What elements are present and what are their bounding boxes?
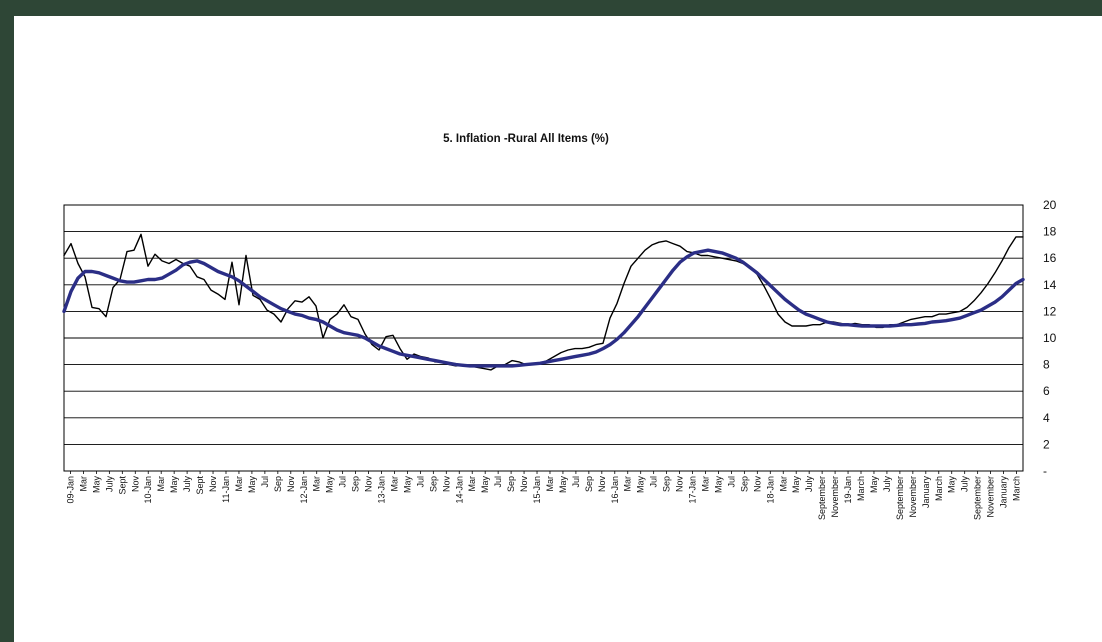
y-tick-label: 20 bbox=[1043, 198, 1057, 212]
x-tick-label: May bbox=[791, 476, 801, 494]
x-tick-label: Nov bbox=[130, 476, 140, 493]
series-line-2 bbox=[62, 248, 1025, 368]
x-tick-label: Mar bbox=[78, 476, 88, 492]
x-tick-label: May bbox=[402, 476, 412, 494]
x-tick-label: July bbox=[182, 476, 192, 493]
x-tick-label: 09-Jan bbox=[65, 476, 75, 504]
x-tick-label: Nov bbox=[752, 476, 762, 493]
y-tick-label: 6 bbox=[1043, 384, 1050, 398]
x-tick-label: September bbox=[895, 476, 905, 520]
y-axis: - 2 4 6 8 10 12 14 16 18 20 bbox=[1043, 198, 1057, 478]
y-tick-label: 4 bbox=[1043, 411, 1050, 425]
x-tick-label: November bbox=[986, 476, 996, 518]
x-tick-label: September bbox=[817, 476, 827, 520]
x-tick-label: 14-Jan bbox=[454, 476, 464, 504]
x-tick-label: May bbox=[325, 476, 335, 494]
x-tick-label: November bbox=[830, 476, 840, 518]
y-tick-label: 2 bbox=[1043, 437, 1050, 451]
y-tick-label: 14 bbox=[1043, 278, 1057, 292]
x-tick-label: 16-Jan bbox=[610, 476, 620, 504]
x-tick-label: Mar bbox=[156, 476, 166, 492]
chart-frame: 5. Inflation -Rural All Items (%) - 2 4 6 8 1… bbox=[14, 16, 1102, 642]
x-tick-label: Mar bbox=[312, 476, 322, 492]
x-tick-label: 18-Jan bbox=[765, 476, 775, 504]
x-tick-label: Sept bbox=[117, 476, 127, 495]
x-tick-label: Jul bbox=[415, 476, 425, 488]
chart-title: 5. Inflation -Rural All Items (%) bbox=[443, 133, 609, 145]
x-tick-label: 17-Jan bbox=[688, 476, 698, 504]
x-tick-label: March bbox=[856, 476, 866, 501]
x-tick-label: July bbox=[804, 476, 814, 493]
x-tick-label: May bbox=[636, 476, 646, 494]
x-tick-label: Sep bbox=[428, 476, 438, 492]
x-tick-label: January bbox=[921, 476, 931, 509]
x-tick-label: May bbox=[947, 476, 957, 494]
x-tick-label: Jul bbox=[726, 476, 736, 488]
x-tick-label: Mar bbox=[467, 476, 477, 492]
x-tick-label: September bbox=[973, 476, 983, 520]
x-tick-label: Nov bbox=[441, 476, 451, 493]
x-tick-label: Nov bbox=[519, 476, 529, 493]
chart: 5. Inflation -Rural All Items (%) - 2 4 6 8 1… bbox=[62, 133, 1057, 520]
x-tick-label: Mar bbox=[389, 476, 399, 492]
series-line-1 bbox=[63, 233, 1024, 371]
x-tick-label: 19-Jan bbox=[843, 476, 853, 504]
x-tick-label: March bbox=[934, 476, 944, 501]
x-tick-label: November bbox=[908, 476, 918, 518]
x-tick-label: May bbox=[869, 476, 879, 494]
x-tick-label: January bbox=[999, 476, 1009, 509]
x-tick-label: Jul bbox=[338, 476, 348, 488]
y-tick-label: 8 bbox=[1043, 358, 1050, 372]
x-tick-label: Sept bbox=[195, 476, 205, 495]
x-axis: 09-Jan Mar May July Sept Nov 10-Jan Mar May July S… bbox=[65, 471, 1022, 520]
x-tick-label: Mar bbox=[778, 476, 788, 492]
x-tick-label: Sep bbox=[506, 476, 516, 492]
x-tick-label: May bbox=[713, 476, 723, 494]
x-tick-label: 11-Jan bbox=[221, 476, 231, 503]
x-tick-label: 15-Jan bbox=[532, 476, 542, 504]
x-tick-label: May bbox=[169, 476, 179, 494]
grid bbox=[63, 204, 1024, 472]
x-tick-label: May bbox=[247, 476, 257, 494]
y-tick-label: 10 bbox=[1043, 331, 1057, 345]
x-tick-label: Sep bbox=[739, 476, 749, 492]
x-tick-label: Sep bbox=[273, 476, 283, 492]
x-tick-label: Nov bbox=[208, 476, 218, 493]
x-tick-label: March bbox=[1012, 476, 1022, 501]
x-tick-label: Nov bbox=[675, 476, 685, 493]
x-tick-label: Jul bbox=[649, 476, 659, 488]
x-tick-label: May bbox=[558, 476, 568, 494]
x-tick-label: Mar bbox=[623, 476, 633, 492]
x-tick-label: Jul bbox=[571, 476, 581, 488]
x-tick-label: 13-Jan bbox=[377, 476, 387, 504]
x-tick-label: Nov bbox=[597, 476, 607, 493]
x-tick-label: Mar bbox=[234, 476, 244, 492]
x-tick-label: May bbox=[480, 476, 490, 494]
y-tick-label: 18 bbox=[1043, 225, 1057, 239]
y-tick-label: - bbox=[1043, 464, 1047, 478]
x-tick-label: Jul bbox=[260, 476, 270, 488]
x-tick-label: Sep bbox=[351, 476, 361, 492]
x-tick-label: Nov bbox=[286, 476, 296, 493]
x-tick-label: Mar bbox=[700, 476, 710, 492]
y-tick-label: 12 bbox=[1043, 304, 1057, 318]
x-tick-label: July bbox=[960, 476, 970, 493]
series-group bbox=[62, 233, 1025, 371]
y-tick-label: 16 bbox=[1043, 251, 1057, 265]
x-tick-label: May bbox=[91, 476, 101, 494]
x-tick-label: 10-Jan bbox=[143, 476, 153, 504]
x-tick-label: Mar bbox=[545, 476, 555, 492]
x-tick-label: Sep bbox=[662, 476, 672, 492]
x-tick-label: July bbox=[882, 476, 892, 493]
x-tick-label: Jul bbox=[493, 476, 503, 488]
x-tick-label: Sep bbox=[584, 476, 594, 492]
x-tick-label: 12-Jan bbox=[299, 476, 309, 504]
x-tick-label: Nov bbox=[364, 476, 374, 493]
x-tick-label: July bbox=[104, 476, 114, 493]
